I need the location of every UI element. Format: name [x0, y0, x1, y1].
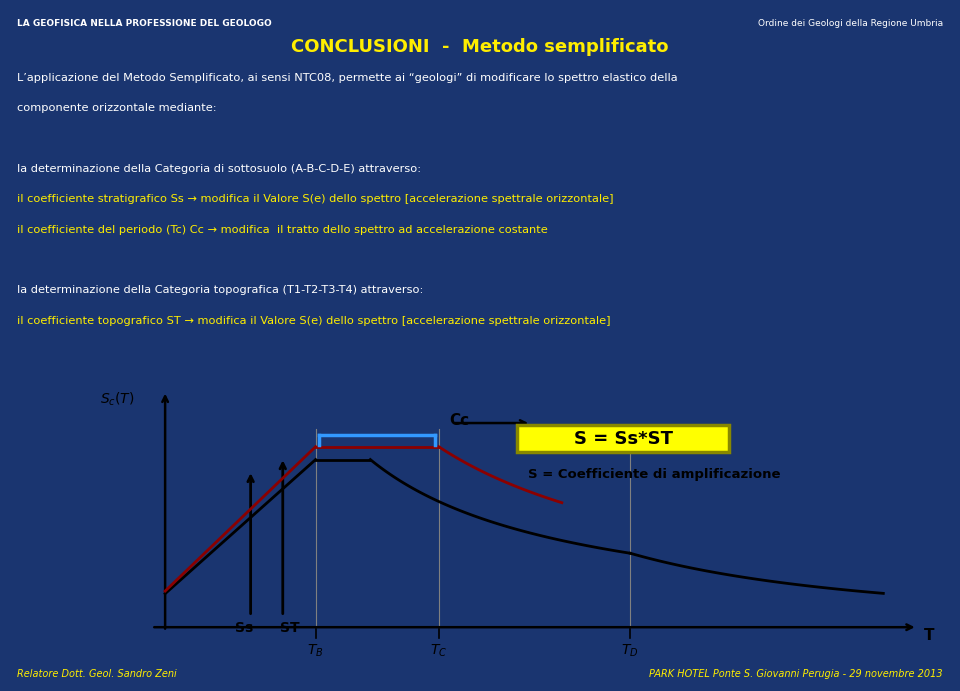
Text: il coefficiente topografico ST → modifica il Valore S(e) dello spettro [accelera: il coefficiente topografico ST → modific… [17, 316, 611, 325]
Text: Relatore Dott. Geol. Sandro Zeni: Relatore Dott. Geol. Sandro Zeni [17, 669, 177, 679]
Text: Ordine dei Geologi della Regione Umbria: Ordine dei Geologi della Regione Umbria [757, 19, 943, 28]
FancyBboxPatch shape [517, 425, 730, 452]
Text: $S_c(T)$: $S_c(T)$ [100, 391, 134, 408]
Text: $T_D$: $T_D$ [621, 642, 639, 659]
Text: Cc: Cc [449, 413, 469, 428]
Text: PARK HOTEL Ponte S. Giovanni Perugia - 29 novembre 2013: PARK HOTEL Ponte S. Giovanni Perugia - 2… [649, 669, 943, 679]
Text: T: T [924, 628, 935, 643]
Text: Ss: Ss [234, 621, 252, 635]
Text: S = Coefficiente di amplificazione: S = Coefficiente di amplificazione [528, 468, 780, 481]
Text: la determinazione della Categoria di sottosuolo (A-B-C-D-E) attraverso:: la determinazione della Categoria di sot… [17, 164, 421, 173]
Text: LA GEOFISICA NELLA PROFESSIONE DEL GEOLOGO: LA GEOFISICA NELLA PROFESSIONE DEL GEOLO… [17, 19, 272, 28]
Text: L’applicazione del Metodo Semplificato, ai sensi NTC08, permette ai “geologi” di: L’applicazione del Metodo Semplificato, … [17, 73, 678, 82]
Text: il coefficiente stratigrafico Ss → modifica il Valore S(e) dello spettro [accele: il coefficiente stratigrafico Ss → modif… [17, 194, 613, 204]
Text: la determinazione della Categoria topografica (T1-T2-T3-T4) attraverso:: la determinazione della Categoria topogr… [17, 285, 423, 295]
Text: $T_C$: $T_C$ [430, 642, 447, 659]
Text: ST: ST [279, 621, 300, 635]
Text: componente orizzontale mediante:: componente orizzontale mediante: [17, 103, 217, 113]
Text: $T_B$: $T_B$ [307, 642, 324, 659]
Text: CONCLUSIONI  -  Metodo semplificato: CONCLUSIONI - Metodo semplificato [291, 38, 669, 56]
Text: il coefficiente del periodo (Tc) Cc → modifica  il tratto dello spettro ad accel: il coefficiente del periodo (Tc) Cc → mo… [17, 225, 548, 234]
Text: S = Ss*ST: S = Ss*ST [574, 430, 673, 448]
